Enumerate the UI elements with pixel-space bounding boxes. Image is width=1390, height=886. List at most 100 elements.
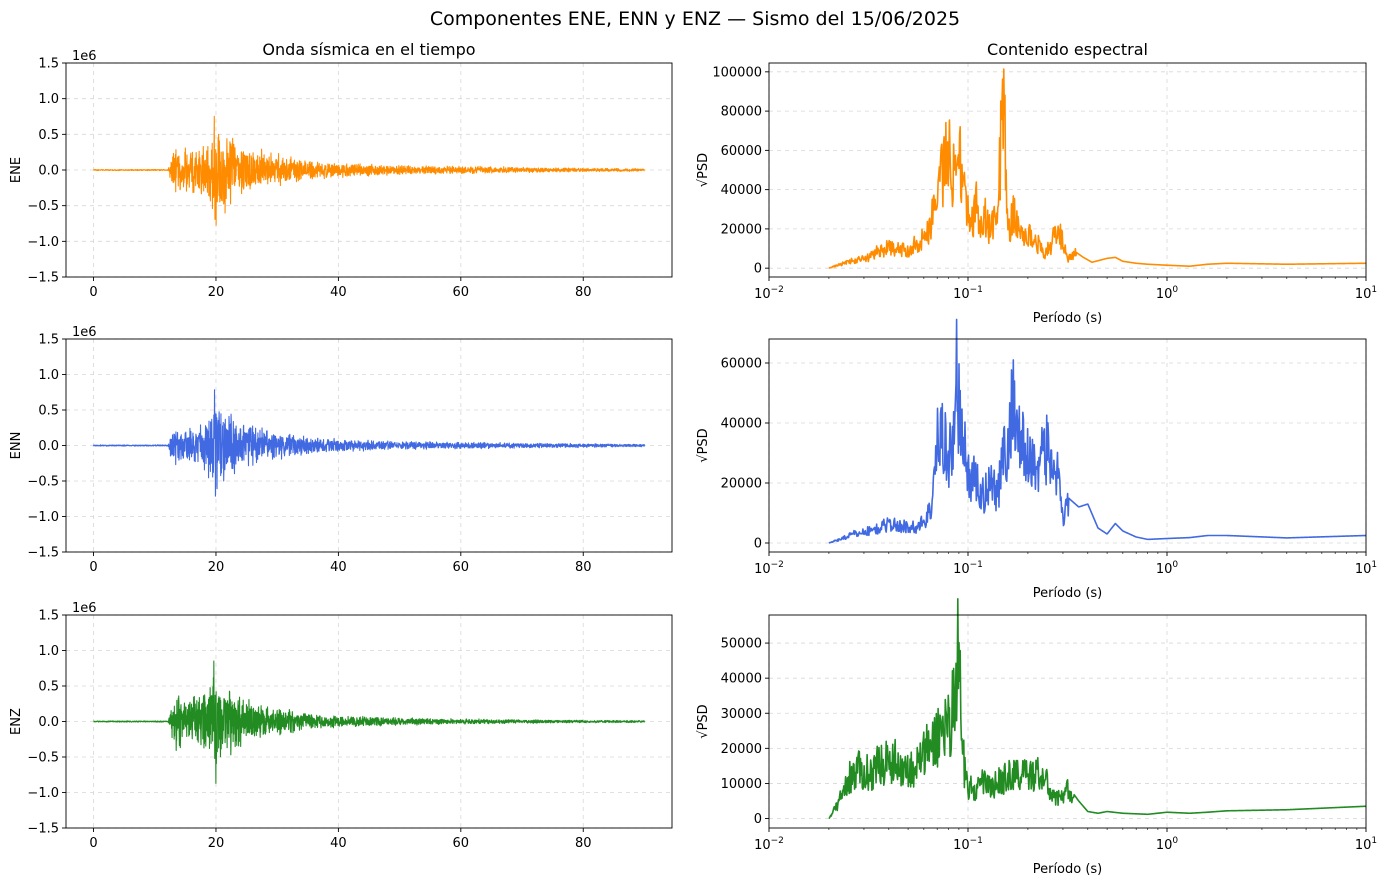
y-tick-label: 100000 <box>712 65 762 80</box>
figure-title: Componentes ENE, ENN y ENZ — Sismo del 1… <box>430 8 960 30</box>
y-tick-label: 80000 <box>721 105 762 120</box>
x-tick-label: 20 <box>208 285 225 300</box>
x-tick-label-base: 10 <box>1156 562 1173 577</box>
x-axis-label: Período (s) <box>1033 311 1103 326</box>
y-tick-label: 40000 <box>721 672 762 687</box>
x-tick-label: 40 <box>330 560 347 575</box>
y-axis-label: ENZ <box>9 708 24 735</box>
y-tick-label: 0.5 <box>38 680 59 695</box>
x-tick-label: 10−1 <box>953 836 983 853</box>
y-tick-label: 1.0 <box>38 644 59 659</box>
x-tick-label-base: 10 <box>1156 838 1173 853</box>
x-tick-label-base: 10 <box>754 838 771 853</box>
x-tick-label: 60 <box>453 285 470 300</box>
y-axis-label: ENE <box>9 157 24 183</box>
x-tick-label: 101 <box>1355 560 1377 577</box>
x-tick-label: 40 <box>330 285 347 300</box>
y-tick-label: 1.0 <box>38 92 59 107</box>
series-line <box>93 389 645 497</box>
y-tick-label: 1.5 <box>38 333 59 348</box>
y-tick-label: 60000 <box>721 144 762 159</box>
panel-time-enz: 0 20 40 60 80 −1.5 −1.0 −0.5 0.0 0.5 1.0 1.5 1e6 ENZ <box>9 601 673 851</box>
x-tick-label: 0 <box>89 560 97 575</box>
x-tick-label-base: 10 <box>1355 287 1372 302</box>
x-tick-label-base: 10 <box>754 562 771 577</box>
x-tick-label: 80 <box>575 285 592 300</box>
x-tick-label: 60 <box>453 560 470 575</box>
x-tick-label-exponent: 0 <box>1172 836 1178 846</box>
offset-label: 1e6 <box>72 601 97 616</box>
y-tick-label: 0 <box>754 262 762 277</box>
x-tick-label: 100 <box>1156 560 1179 577</box>
x-tick-label-exponent: −1 <box>970 285 983 295</box>
x-tick-label-base: 10 <box>1156 287 1173 302</box>
x-tick-label-exponent: −1 <box>970 836 983 846</box>
y-tick-label: 0 <box>754 537 762 552</box>
grid <box>768 339 1367 552</box>
x-tick-label-exponent: −2 <box>771 285 784 295</box>
y-tick-label: 1.5 <box>38 609 59 624</box>
y-tick-label: 0 <box>754 812 762 827</box>
y-tick-label: −0.5 <box>27 475 59 490</box>
x-tick-label: 101 <box>1355 836 1377 853</box>
y-tick-label: 50000 <box>721 637 762 652</box>
offset-label: 1e6 <box>72 325 97 340</box>
y-tick-label: 0.0 <box>38 164 59 179</box>
y-tick-label: −0.5 <box>27 199 59 214</box>
x-tick-label: 80 <box>575 560 592 575</box>
x-tick-label-exponent: −1 <box>970 560 983 570</box>
x-tick-label: 100 <box>1156 836 1179 853</box>
series-line <box>93 660 645 784</box>
x-tick-label: 10−1 <box>953 560 983 577</box>
x-tick-label: 20 <box>208 560 225 575</box>
grid <box>768 63 1367 277</box>
x-tick-label-exponent: 1 <box>1371 560 1377 570</box>
x-tick-label-exponent: −2 <box>771 560 784 570</box>
y-tick-label: −1.0 <box>27 235 59 250</box>
x-tick-label: 10−2 <box>754 285 784 302</box>
x-tick-label-base: 10 <box>1355 838 1372 853</box>
y-tick-label: 1.0 <box>38 368 59 383</box>
y-tick-label: 20000 <box>721 222 762 237</box>
y-axis-label: ENN <box>9 432 24 460</box>
x-tick-label: 10−2 <box>754 836 784 853</box>
y-tick-label: 0.5 <box>38 404 59 419</box>
panel-psd-ene: 10−2 10−1 100 10102000040000600008000010000… <box>696 40 1377 326</box>
series-line <box>828 318 1367 544</box>
x-tick-label: 10−2 <box>754 560 784 577</box>
panel-title: Onda sísmica en el tiempo <box>262 40 475 59</box>
axes-frame <box>768 338 1367 553</box>
y-tick-label: −1.0 <box>27 510 59 525</box>
series-line <box>828 68 1367 269</box>
series-line <box>93 115 645 226</box>
y-tick-label: −1.0 <box>27 786 59 801</box>
offset-label: 1e6 <box>72 49 97 64</box>
x-tick-label-exponent: 1 <box>1371 836 1377 846</box>
y-tick-label: 60000 <box>721 357 762 372</box>
panel-title: Contenido espectral <box>987 40 1148 59</box>
panel-time-enn: 0 20 40 60 80 −1.5 −1.0 −0.5 0.0 0.5 1.0 1.5 1e6 ENN <box>9 325 673 575</box>
x-tick-label: 0 <box>89 285 97 300</box>
x-tick-label-exponent: −2 <box>771 836 784 846</box>
x-tick-label-base: 10 <box>754 287 771 302</box>
x-tick-label-exponent: 1 <box>1371 285 1377 295</box>
y-tick-label: 0.5 <box>38 128 59 143</box>
x-tick-label: 0 <box>89 836 97 851</box>
panels: 0 20 40 60 80 −1.5 −1.0 −0.5 0.0 0.5 1.0 1.5 1e6 Onda… <box>9 40 1377 877</box>
series-line <box>828 598 1367 820</box>
x-tick-label: 40 <box>330 836 347 851</box>
y-tick-label: −1.5 <box>27 822 59 837</box>
x-tick-label-exponent: 0 <box>1172 285 1178 295</box>
y-tick-label: −1.5 <box>27 271 59 286</box>
y-tick-label: 20000 <box>721 477 762 492</box>
y-tick-label: 20000 <box>721 742 762 757</box>
x-tick-label: 80 <box>575 836 592 851</box>
y-axis-label: √PSD <box>696 428 711 462</box>
x-tick-label-base: 10 <box>953 562 970 577</box>
x-axis-label: Período (s) <box>1033 862 1103 877</box>
x-tick-label-exponent: 0 <box>1172 560 1178 570</box>
y-tick-label: 0.0 <box>38 715 59 730</box>
y-tick-label: −1.5 <box>27 546 59 561</box>
y-tick-label: 40000 <box>721 417 762 432</box>
